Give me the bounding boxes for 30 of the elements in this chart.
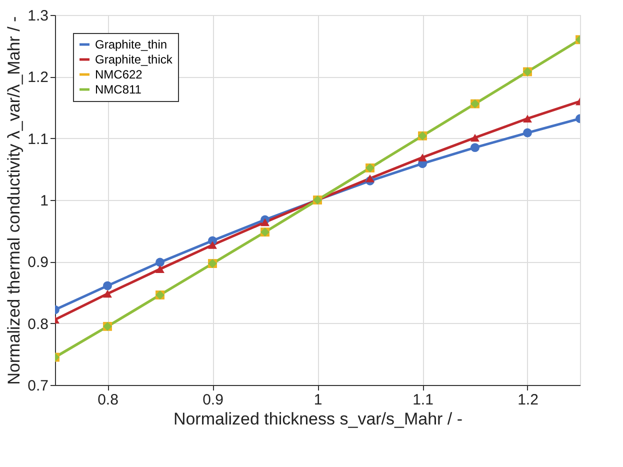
y-tick-label: 1.1 — [28, 130, 48, 148]
x-axis-title: Normalized thickness s_var/s_Mahr / - — [173, 410, 463, 428]
point — [260, 218, 270, 226]
y-tick-label: 0.7 — [28, 378, 48, 394]
point — [523, 114, 532, 122]
point — [366, 174, 374, 182]
point — [470, 143, 480, 152]
x-tick-label: 0.8 — [98, 392, 118, 408]
point — [523, 128, 532, 138]
x-tick-label: 1.2 — [518, 392, 538, 408]
legend-label: NMC622 — [95, 68, 143, 82]
point — [156, 258, 164, 267]
point — [103, 290, 112, 298]
y-tick-label: 0.9 — [28, 254, 48, 272]
point — [208, 241, 217, 249]
y-tick-label: 1.2 — [28, 69, 48, 86]
y-tick-label: 0.8 — [28, 316, 48, 333]
x-tick-label: 1.1 — [412, 392, 434, 408]
legend-label: Graphite_thin — [95, 38, 168, 52]
y-tick-label: 1.3 — [28, 8, 48, 24]
point — [418, 154, 427, 162]
x-tick-label: 0.9 — [202, 392, 224, 408]
y-axis-title: Normalized thermal conductivity λ_var/λ_Mahr / - — [4, 16, 24, 385]
x-tick-label: 1 — [314, 392, 322, 408]
y-tick-label: 1 — [40, 192, 48, 210]
legend-label: NMC811 — [95, 82, 142, 96]
point — [103, 281, 112, 290]
point — [470, 134, 480, 142]
point — [156, 265, 164, 273]
legend-label: Graphite_thick — [95, 52, 174, 66]
